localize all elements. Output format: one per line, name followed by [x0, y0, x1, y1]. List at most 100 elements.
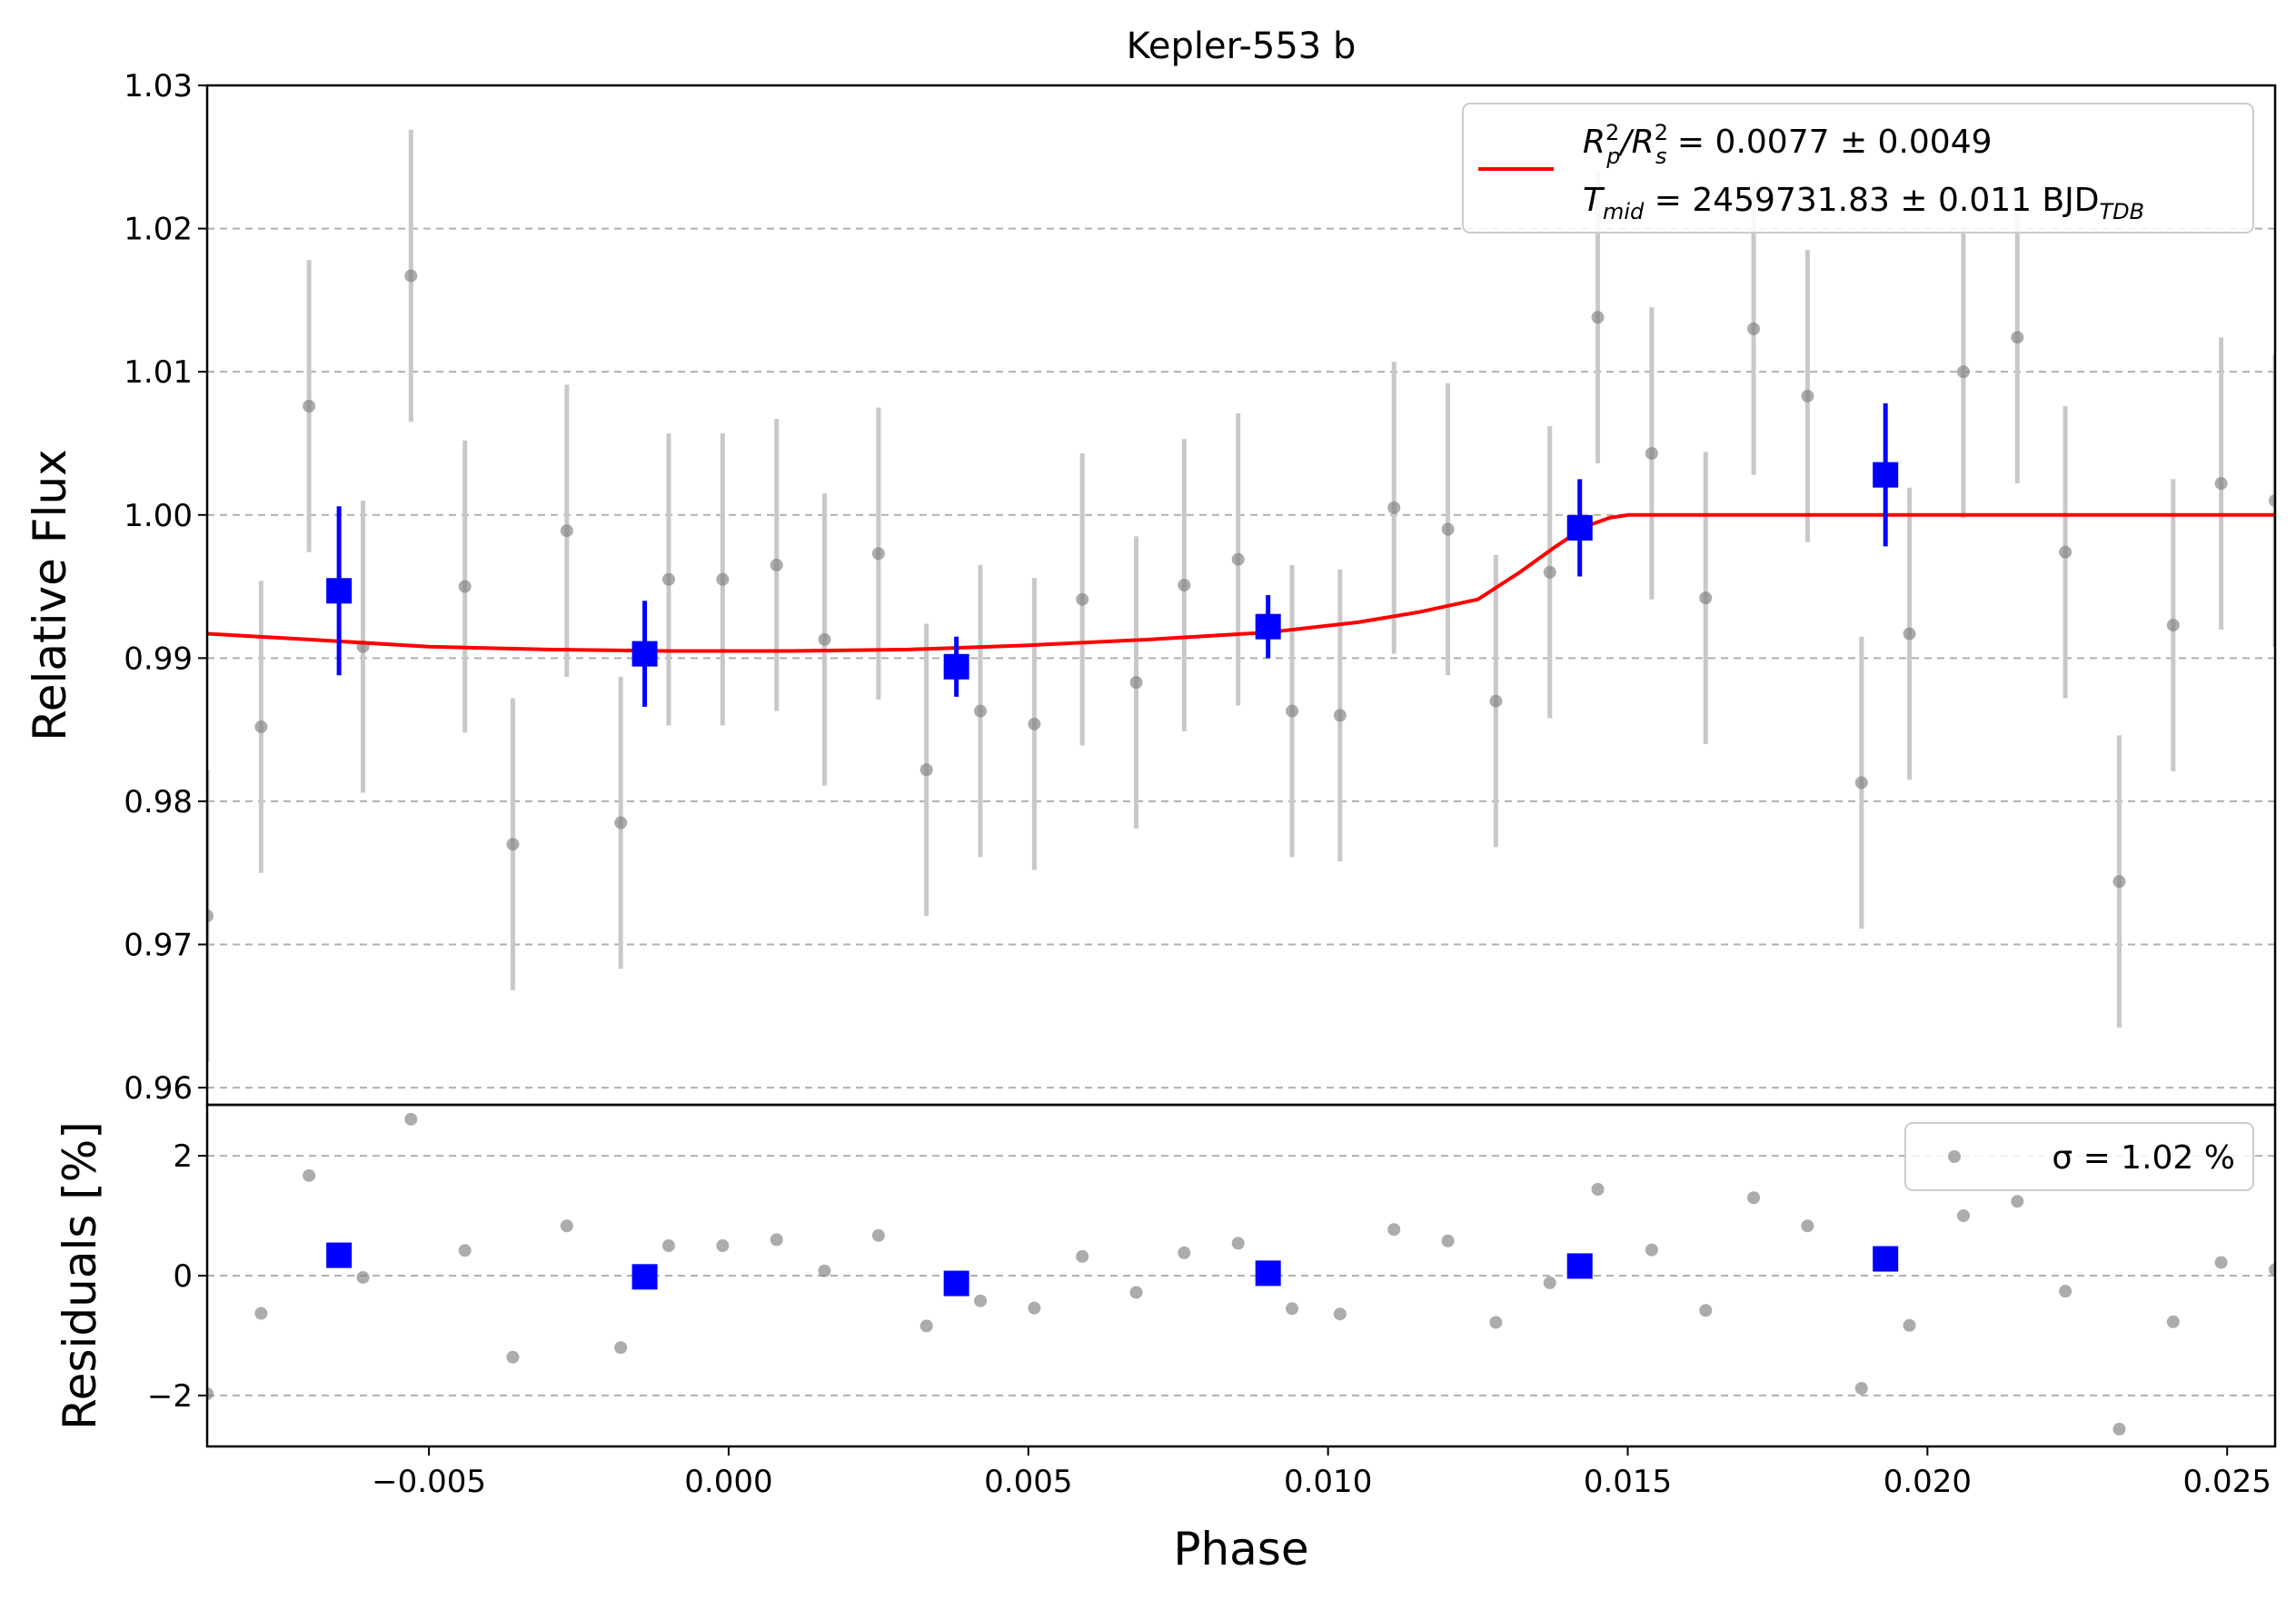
y-tick-label: 0.99 — [124, 641, 193, 677]
legend-rp-sub: p — [1605, 144, 1620, 169]
raw-point — [871, 547, 885, 561]
raw-point — [1854, 776, 1868, 790]
legend-rs-sub: s — [1655, 144, 1667, 169]
residual-raw-points — [207, 1112, 2275, 1436]
sigma-legend: σ = 1.02 % — [1904, 1122, 2254, 1191]
raw-point — [506, 838, 520, 851]
residual-binned-point — [631, 1264, 658, 1290]
raw-point — [919, 763, 933, 777]
residual-raw-point — [1801, 1219, 1814, 1233]
residual-raw-point — [254, 1307, 268, 1320]
raw-point — [404, 269, 418, 283]
y-tick-label: 1.02 — [124, 212, 193, 248]
raw-errorbars — [207, 129, 2275, 1062]
legend-rp-sup: 2 — [1605, 120, 1619, 145]
legend-rs-sup: 2 — [1655, 120, 1668, 145]
raw-point — [254, 720, 268, 733]
residual-raw-point — [974, 1294, 988, 1307]
residual-raw-point — [458, 1244, 472, 1257]
raw-point — [1645, 446, 1658, 460]
residual-raw-point — [207, 1386, 214, 1400]
raw-point — [770, 558, 783, 571]
x-tick-label: 0.020 — [1884, 1464, 1972, 1500]
residual-raw-point — [1129, 1286, 1143, 1299]
residual-raw-point — [1956, 1209, 1970, 1223]
sigma-legend-box — [1904, 1122, 2254, 1191]
binned-point — [1873, 462, 1899, 488]
raw-point — [2011, 331, 2024, 344]
fit-legend-line1: R2 p/R2 s = 0.0077 ± 0.0049 — [1583, 120, 1993, 169]
raw-point — [661, 572, 675, 586]
fit-legend-box — [1462, 103, 2254, 234]
sigma-legend-marker — [1948, 1150, 1961, 1163]
raw-point — [1231, 552, 1245, 566]
binned-point — [1255, 613, 1281, 640]
residual-raw-point — [303, 1168, 316, 1182]
residual-y-ticks: −2 0 2 — [147, 1138, 207, 1415]
residual-raw-point — [2214, 1256, 2228, 1269]
residual-raw-point — [1854, 1382, 1868, 1396]
raw-point — [1028, 717, 1041, 730]
residual-raw-point — [506, 1350, 520, 1364]
raw-point — [1178, 578, 1191, 591]
residual-raw-point — [919, 1319, 933, 1333]
residual-raw-point — [716, 1239, 730, 1253]
top-grid — [207, 84, 2275, 1089]
raw-point — [1076, 592, 1089, 606]
residual-binned-point — [1873, 1246, 1899, 1272]
raw-point — [2059, 545, 2072, 559]
binned-point — [631, 641, 658, 667]
legend-slash-r: /R — [1618, 124, 1655, 161]
y-tick-label: 0.97 — [124, 928, 193, 964]
residual-binned-point — [1566, 1253, 1593, 1279]
raw-point — [818, 632, 831, 646]
raw-point — [1801, 389, 1814, 402]
residual-binned-point — [326, 1242, 353, 1268]
x-axis-label: Phase — [1173, 1523, 1308, 1575]
y-axis-label-top: Relative Flux — [24, 449, 76, 740]
raw-point — [1441, 522, 1455, 536]
raw-point — [1333, 709, 1347, 722]
binned-points — [326, 402, 1899, 707]
raw-point — [2214, 477, 2228, 491]
residual-raw-point — [2269, 1263, 2275, 1277]
residual-raw-point — [614, 1341, 628, 1355]
raw-point — [458, 580, 472, 593]
legend-mid-sub: mid — [1603, 199, 1645, 224]
residual-raw-point — [560, 1219, 573, 1233]
residual-raw-point — [1699, 1304, 1713, 1317]
residual-raw-point — [770, 1233, 783, 1247]
x-tick-label: −0.005 — [372, 1464, 486, 1500]
raw-point — [614, 816, 628, 830]
top-y-ticks: 0.96 0.97 0.98 0.99 1.00 1.01 1.02 1.03 — [124, 68, 207, 1107]
raw-point — [2112, 875, 2126, 889]
residual-raw-point — [1028, 1301, 1041, 1315]
legend-tmid-value: = 2459731.83 ± 0.011 BJD — [1644, 182, 2099, 219]
x-tick-label: 0.025 — [2183, 1464, 2271, 1500]
residual-binned-points — [326, 1242, 1899, 1297]
y-tick-label: 1.01 — [124, 354, 193, 391]
residual-y-tick-label: 0 — [173, 1258, 193, 1295]
x-tick-label: 0.010 — [1284, 1464, 1372, 1500]
residual-raw-point — [1286, 1302, 1299, 1316]
residual-y-tick-label: 2 — [173, 1138, 193, 1175]
residual-binned-point — [943, 1270, 969, 1297]
y-tick-label: 0.96 — [124, 1070, 193, 1107]
residual-y-tick-label: −2 — [147, 1378, 193, 1415]
model-fit — [207, 512, 2275, 653]
residual-raw-point — [1489, 1316, 1503, 1329]
raw-points — [207, 269, 2275, 922]
raw-point — [1129, 676, 1143, 690]
residual-raw-point — [1178, 1246, 1191, 1259]
x-tick-label: 0.005 — [984, 1464, 1072, 1500]
y-tick-label: 1.03 — [124, 68, 193, 104]
residual-raw-point — [2166, 1315, 2180, 1328]
binned-point — [1566, 514, 1593, 541]
residual-raw-point — [661, 1239, 675, 1253]
y-tick-label: 0.98 — [124, 784, 193, 820]
raw-point — [207, 909, 214, 922]
x-tick-label: 0.000 — [684, 1464, 772, 1500]
residual-raw-point — [1441, 1234, 1455, 1247]
residual-raw-point — [2112, 1422, 2126, 1436]
